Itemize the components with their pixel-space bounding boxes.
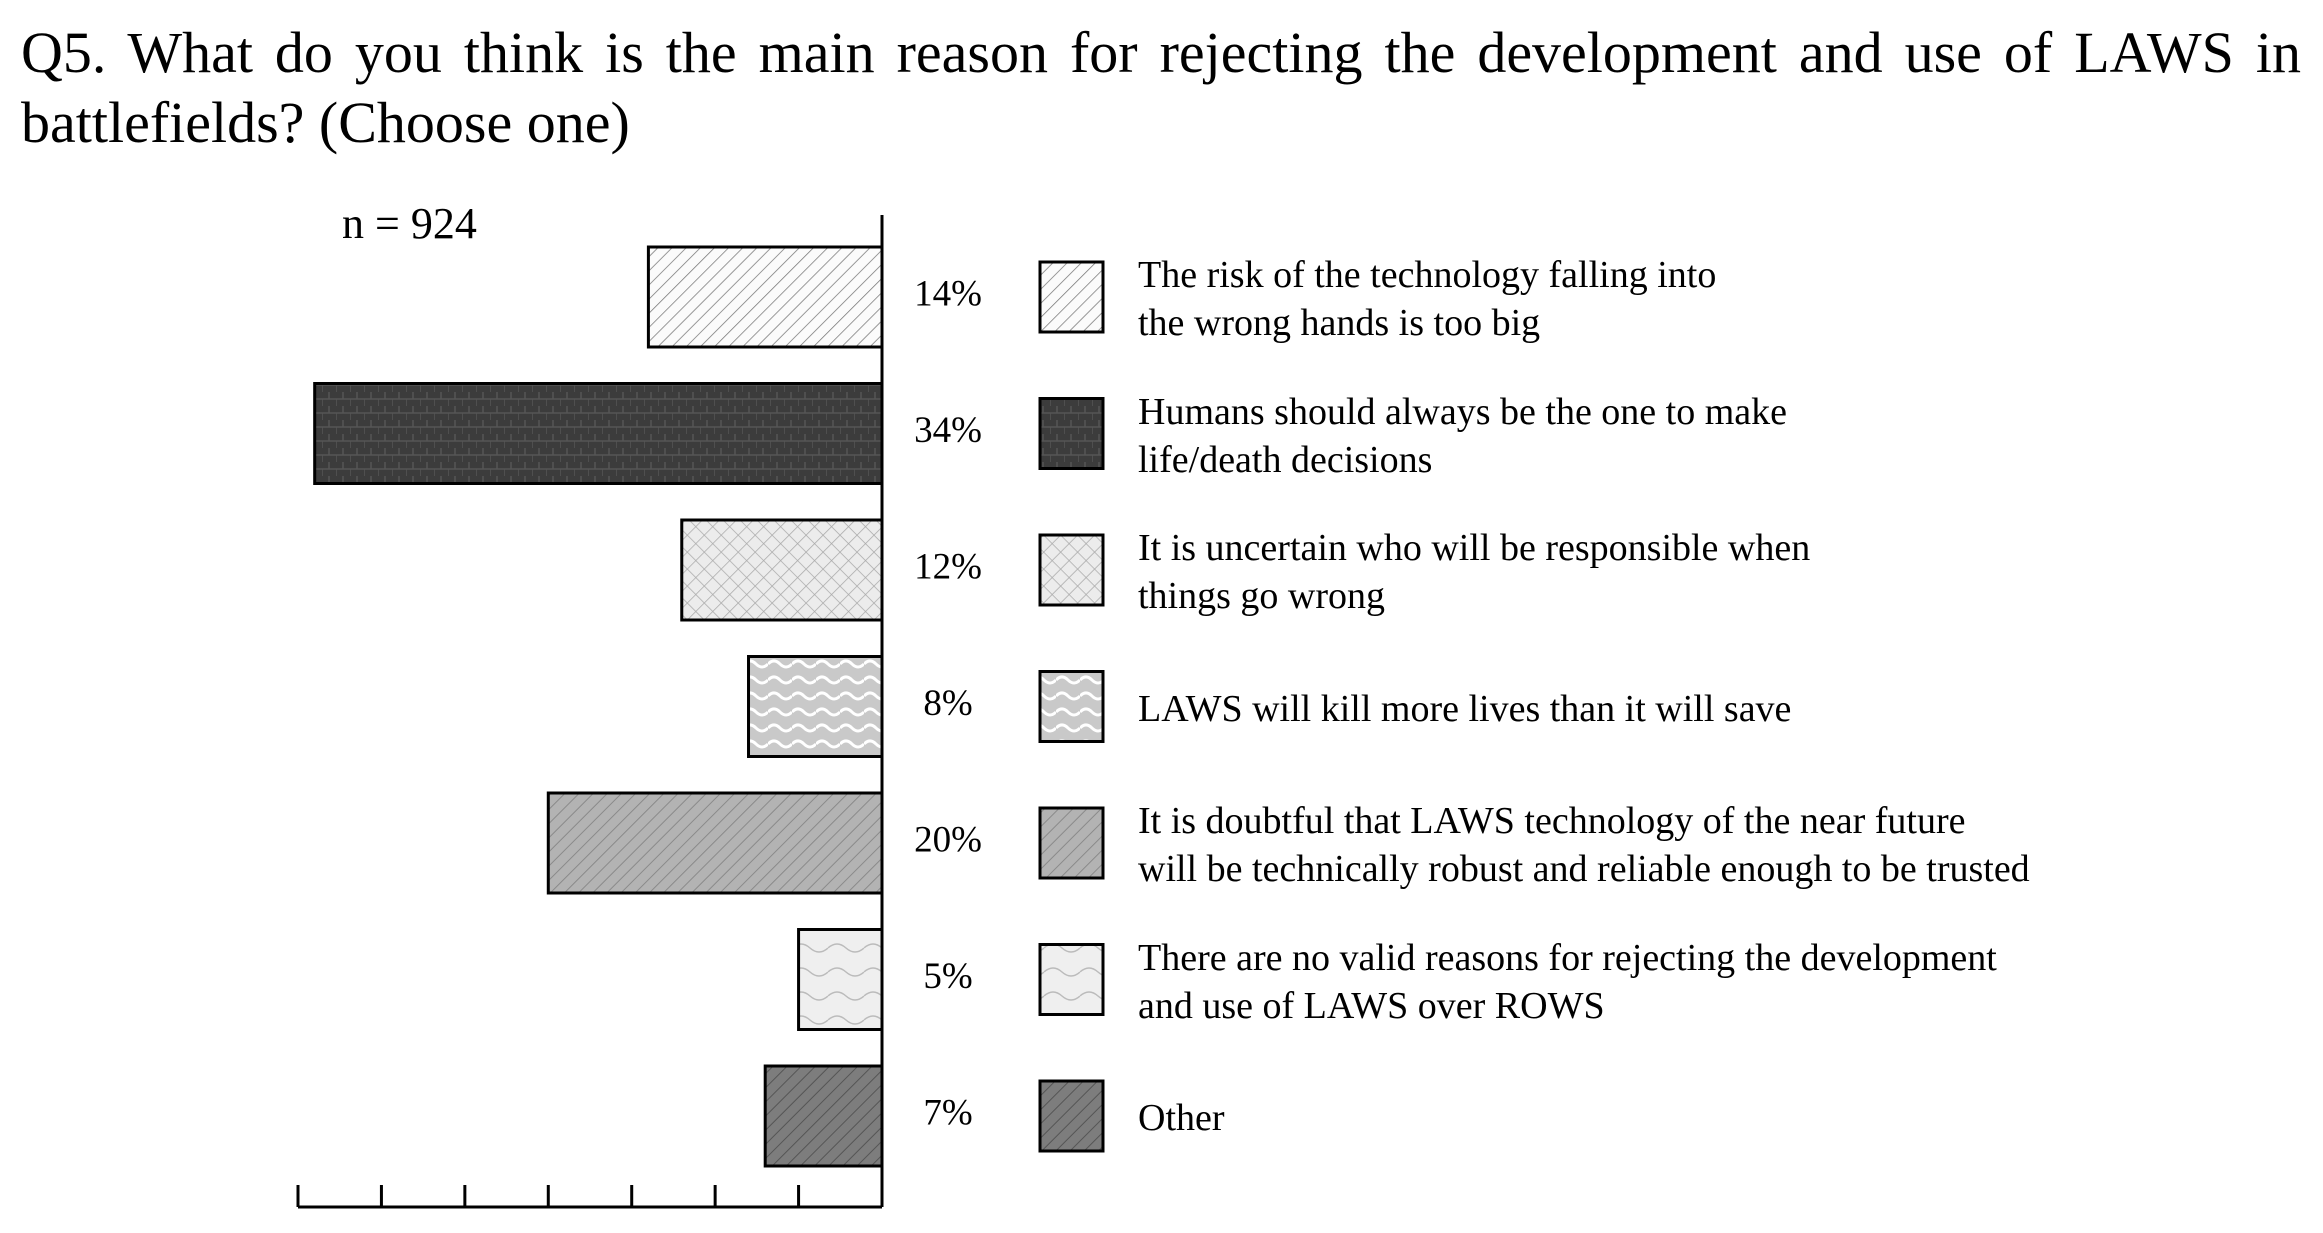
value-label: 5% <box>923 956 972 997</box>
legend-label: The risk of the technology falling into … <box>1138 254 1717 344</box>
legend-swatch-hatch <box>1038 533 1105 607</box>
value-label: 8% <box>923 683 972 724</box>
value-label: 20% <box>914 819 982 860</box>
legend-label: It is doubtful that LAWS technology of t… <box>1138 800 2030 890</box>
bar-hatch <box>763 1064 884 1168</box>
chart-title: Q5. What do you think is the main reason… <box>21 20 2301 155</box>
value-label: 7% <box>923 1092 972 1133</box>
value-label: 14% <box>914 273 982 314</box>
legend-swatch-hatch <box>1038 670 1105 743</box>
legend-swatch-hatch <box>1038 397 1105 470</box>
value-label: 12% <box>914 546 982 587</box>
bar-hatch <box>646 245 884 349</box>
legend-swatch-hatch <box>1038 260 1105 334</box>
value-label: 34% <box>914 410 982 451</box>
bar-hatch <box>747 655 884 758</box>
legend-swatch-hatch <box>1038 1079 1105 1153</box>
bar-hatch <box>680 518 884 622</box>
legend-swatch-hatch <box>1038 943 1105 1016</box>
bar-hatch <box>546 791 884 895</box>
legend-swatch-hatch <box>1038 806 1105 880</box>
legend-label: LAWS will kill more lives than it will s… <box>1138 687 1792 730</box>
sample-size: n = 924 <box>342 199 477 248</box>
legend-label: Humans should always be the one to make … <box>1138 390 1788 481</box>
legend-label: Other <box>1138 1097 1225 1139</box>
legend-label: It is uncertain who will be responsible … <box>1138 527 1811 617</box>
bar-hatch <box>797 928 884 1031</box>
bar-hatch <box>313 382 884 485</box>
legend-label: There are no valid reasons for rejecting… <box>1138 936 1997 1027</box>
